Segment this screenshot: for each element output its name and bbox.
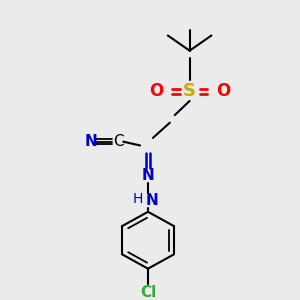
Text: C: C: [113, 134, 124, 149]
Text: Cl: Cl: [140, 285, 156, 300]
Text: N: N: [84, 134, 97, 149]
Text: N: N: [142, 168, 154, 183]
Text: O: O: [149, 82, 163, 100]
Text: N: N: [146, 193, 158, 208]
Text: H: H: [133, 191, 143, 206]
Text: O: O: [216, 82, 230, 100]
Text: S: S: [183, 82, 196, 100]
